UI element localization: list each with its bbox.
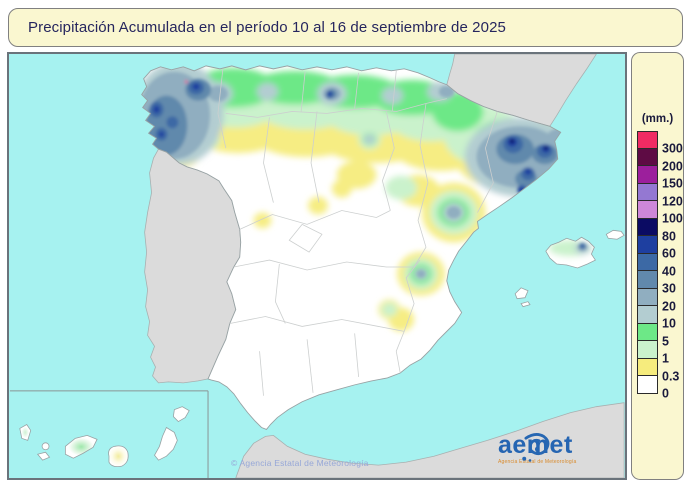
title-bar: Precipitación Acumulada en el período 10… [8, 8, 683, 47]
legend-row: 0 [637, 376, 669, 399]
legend-value: 200 [662, 158, 683, 173]
spain-coastline [141, 65, 562, 430]
legend-value: 5 [662, 333, 669, 348]
legend-row: 120 [637, 183, 683, 207]
legend-panel: (mm.) 300 200 150 120 100 80 60 40 30 20 10 5 1 0.3 0 [631, 52, 684, 480]
legend-swatch [637, 201, 658, 219]
legend-row: 100 [637, 201, 683, 224]
legend-swatch [637, 341, 658, 359]
legend-swatch [637, 218, 658, 236]
africa-landmass [235, 402, 625, 478]
spain-map-graphic [9, 54, 625, 478]
legend-value: 40 [662, 263, 676, 278]
legend-swatch [637, 323, 658, 341]
legend-value: 150 [662, 176, 683, 191]
aemet-spiral-icon [522, 433, 550, 462]
province-borders [217, 68, 498, 396]
legend-swatch [637, 236, 658, 254]
canary-inset [9, 390, 209, 478]
legend-value: 20 [662, 298, 676, 313]
legend-unit-label: (mm.) [641, 113, 674, 125]
aemet-subtitle: Agencia Estatal de Meteorología [498, 458, 577, 465]
legend-value: 30 [662, 281, 676, 296]
map-copyright: © Agencia Estatal de Meteorología [231, 458, 369, 468]
legend-row: 200 [637, 148, 683, 172]
legend-swatch [637, 288, 658, 306]
legend-row: 20 [637, 288, 676, 312]
legend-value: 80 [662, 228, 676, 243]
legend-row: 10 [637, 306, 676, 329]
legend-row: 0.3 [637, 358, 679, 382]
legend-value: 1 [662, 351, 669, 366]
legend-swatch [637, 166, 658, 184]
legend-swatch [637, 148, 658, 166]
balearic-coastlines [514, 229, 625, 308]
legend-value: 0.3 [662, 368, 680, 383]
legend-row: 1 [637, 341, 669, 364]
legend-swatch [637, 306, 658, 324]
page-title: Precipitación Acumulada en el período 10… [28, 19, 506, 36]
legend-color-scale: 300 200 150 120 100 80 60 40 30 20 10 5 1 0.3 0 [637, 131, 683, 399]
legend-row: 300 [637, 131, 683, 154]
legend-value: 10 [662, 316, 676, 331]
legend-value: 60 [662, 246, 676, 261]
legend-swatch [637, 131, 658, 149]
precipitation-overlay [141, 65, 596, 332]
legend-row: 150 [637, 166, 683, 189]
legend-value: 100 [662, 211, 683, 226]
legend-row: 40 [637, 253, 676, 277]
legend-swatch [637, 183, 658, 201]
legend-value: 120 [662, 193, 683, 208]
legend-swatch [637, 271, 658, 289]
legend-row: 60 [637, 236, 676, 259]
legend-value: 300 [662, 141, 683, 156]
aemet-logo: aemet Agencia Estatal de Meteorología [495, 430, 576, 465]
legend-row: 30 [637, 271, 676, 294]
legend-value: 0 [662, 386, 669, 401]
legend-swatch [637, 358, 658, 376]
legend-row: 80 [637, 218, 676, 242]
legend-swatch [637, 376, 658, 394]
legend-row: 5 [637, 323, 669, 347]
legend-swatch [637, 253, 658, 271]
precipitation-map: aemet Agencia Estatal de Meteorología © … [7, 52, 627, 480]
